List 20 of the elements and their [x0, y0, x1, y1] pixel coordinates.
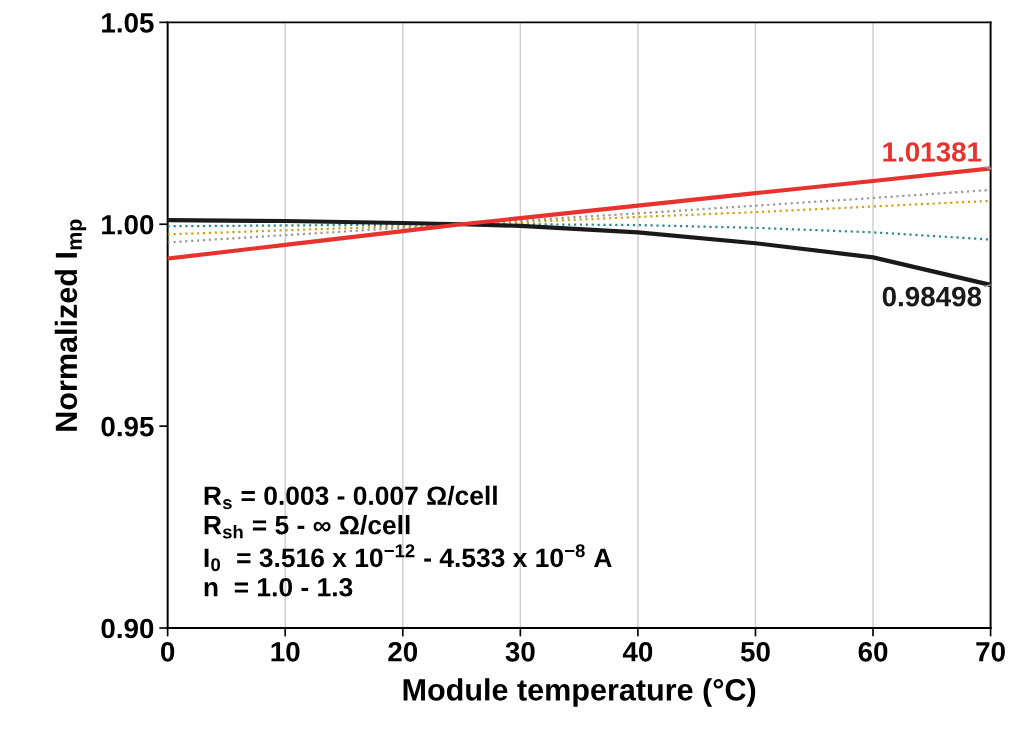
x-tick-label: 30	[505, 641, 535, 662]
x-axis-title: Module temperature (°C)	[403, 678, 756, 707]
y-tick-label: 0.90	[101, 618, 154, 639]
y-tick-label: 1.05	[102, 13, 154, 33]
x-tick-label: 50	[740, 641, 770, 662]
y-tick-label: 1.00	[102, 214, 154, 235]
x-tick-label: 20	[388, 641, 418, 662]
line-series	[167, 218, 991, 287]
line-series	[167, 166, 991, 261]
y-axis-title: Normalized I$_{mp}$	[54, 219, 87, 431]
annotation: 0.98498	[882, 286, 982, 307]
x-tick-label: 60	[858, 641, 888, 662]
x-tick-label: 70	[976, 641, 1005, 662]
x-tick-label: 0	[161, 641, 175, 662]
text: R$_{s}$ = 0.003 - 0.007 Ω/cell R$_{sh}$ = 5 - ∞ Ω/cell I$_{0}$ = 3.516 x 10$^{−12}$ - 4.533 x 10$^{−8}$ A n = 1.0 - 1.3	[204, 485, 612, 597]
x-tick-label: 40	[622, 641, 653, 662]
y-tick-label: 0.95	[101, 416, 154, 437]
line-series	[167, 199, 991, 236]
x-tick-label: 10	[271, 641, 300, 662]
annotation: 1.01381	[883, 142, 982, 162]
